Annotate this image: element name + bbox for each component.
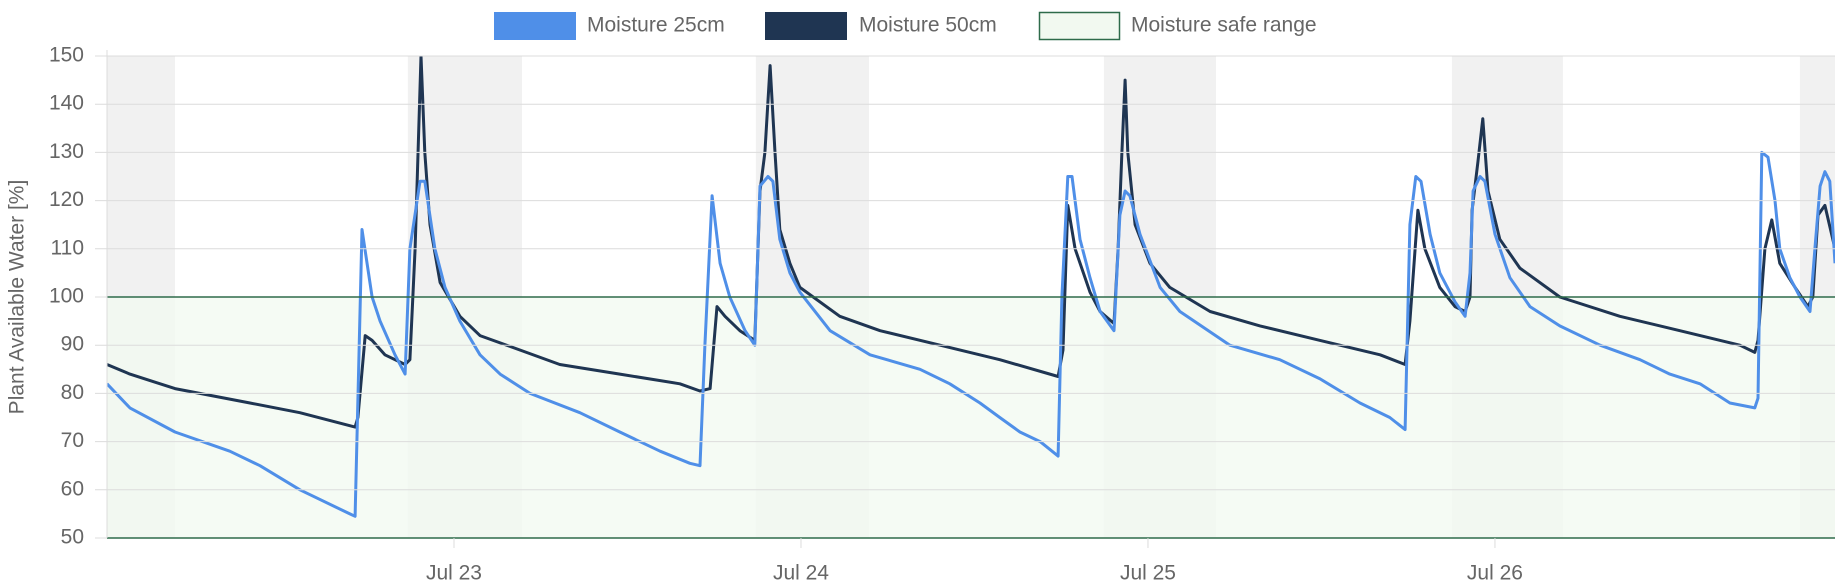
x-tick-label: Jul 25	[1120, 562, 1176, 585]
y-tick-label: 130	[49, 140, 84, 163]
y-tick-label: 150	[49, 44, 84, 67]
y-tick-label: 100	[49, 285, 84, 308]
x-tick-label: Jul 23	[426, 562, 482, 585]
series-line	[107, 150, 1835, 518]
legend-swatch	[765, 12, 847, 40]
y-tick-label: 120	[49, 188, 84, 211]
legend-label: Moisture safe range	[1131, 14, 1317, 37]
y-tick-label: 70	[61, 429, 84, 452]
legend-label: Moisture 25cm	[587, 14, 725, 37]
x-tick-label: Jul 24	[773, 562, 829, 585]
y-tick-label: 140	[49, 92, 84, 115]
legend-label: Moisture 50cm	[859, 14, 997, 37]
safe-range	[107, 297, 1835, 538]
legend-swatch	[1038, 11, 1121, 41]
y-axis-label: Plant Available Water [%]	[6, 180, 29, 415]
y-tick-label: 90	[61, 333, 84, 356]
legend-swatch	[494, 12, 576, 40]
y-tick-label: 50	[61, 526, 84, 549]
y-tick-label: 110	[51, 236, 84, 259]
x-tick-label: Jul 26	[1467, 562, 1523, 585]
y-tick-label: 80	[61, 381, 84, 404]
y-tick-label: 60	[61, 477, 84, 500]
